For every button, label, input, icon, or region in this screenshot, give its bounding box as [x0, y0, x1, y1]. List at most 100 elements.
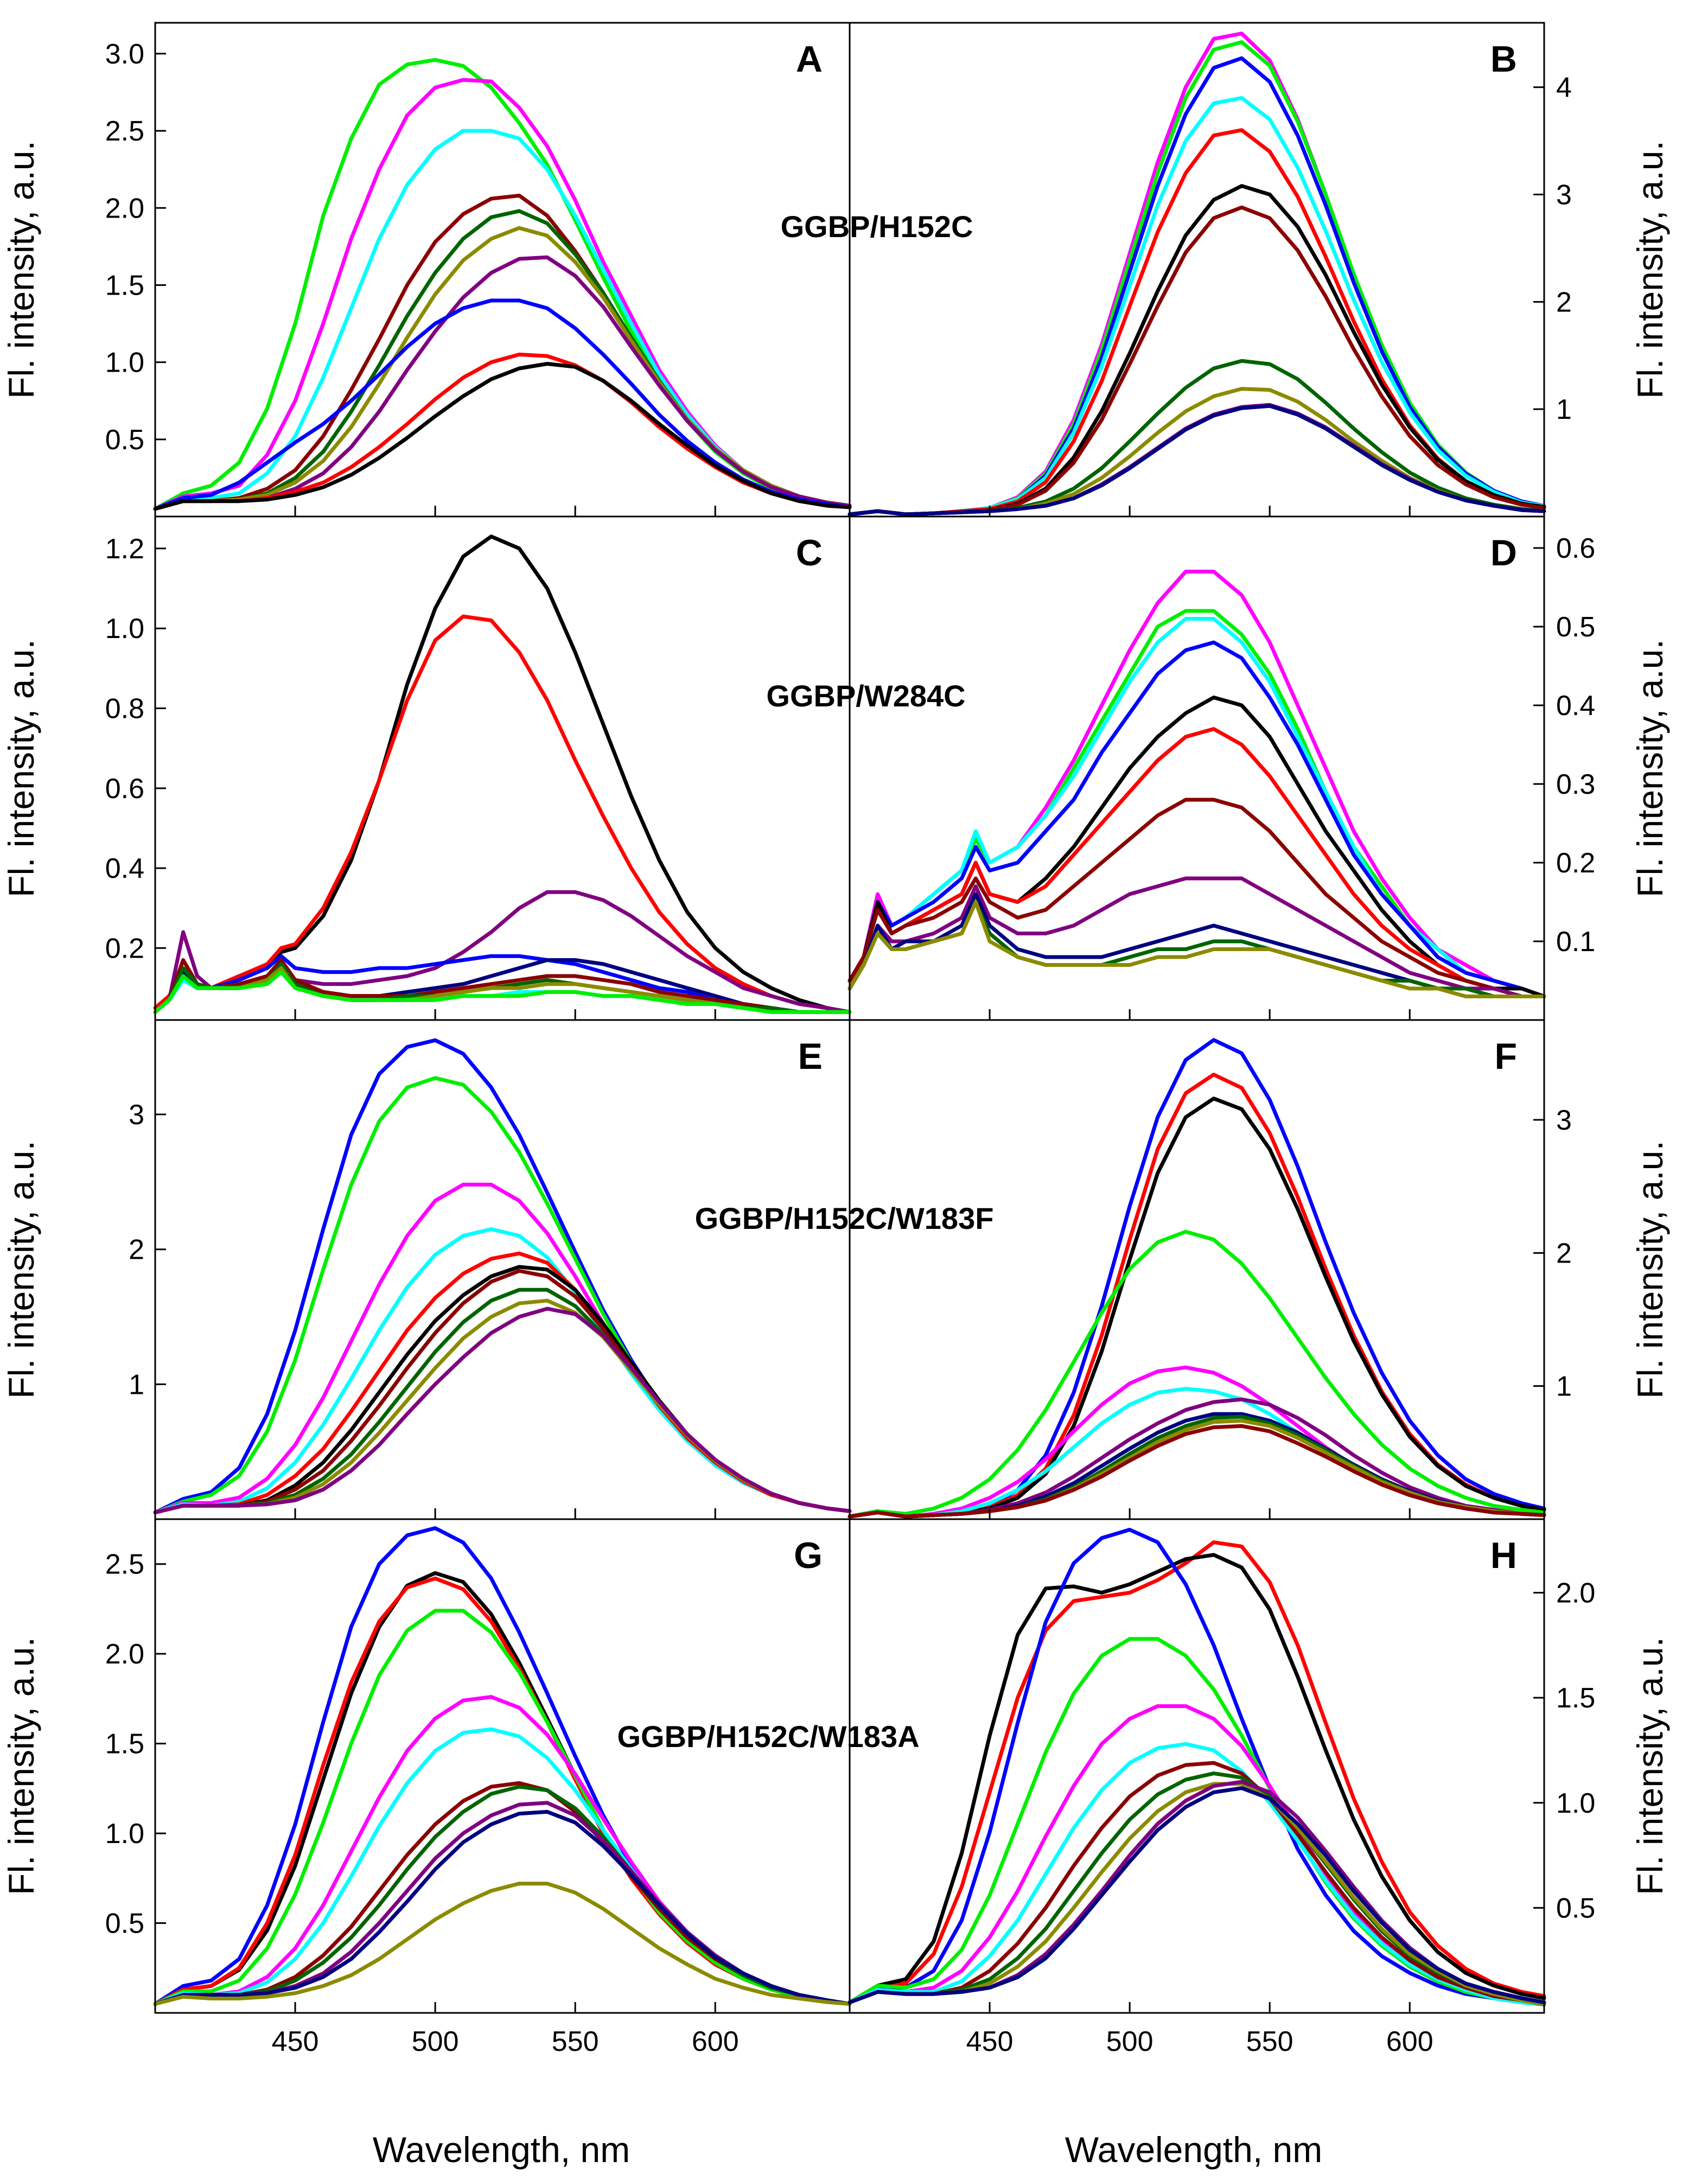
panel-h-xtick-label: 600 — [1386, 2026, 1433, 2057]
panel-a-ytick-label: 0.5 — [105, 424, 144, 456]
panel-d-spectrum-maroon — [847, 798, 1546, 998]
panel-g-spectrum-maroon — [153, 1781, 852, 2006]
panel-f-spectrum-black — [847, 1097, 1546, 1519]
panel-b-ytick-label: 3 — [1556, 180, 1572, 211]
panel-f: 1 2 3 Fl. intensity, a.u. F — [847, 1019, 1670, 1520]
panel-h-letter: H — [1490, 1535, 1517, 1576]
panel-h: 0.5 1.0 1.5 2.0 450 500 550 600 Fl. intensity, a… — [847, 1518, 1670, 2057]
panel-f-ytick-label: 3 — [1556, 1105, 1572, 1136]
panel-b-plot-area — [847, 31, 1546, 517]
panel-g-protein-label: GGBP/H152C/W183A — [617, 1719, 919, 1754]
panel-h-xtick-label: 450 — [966, 2026, 1014, 2057]
panel-a-frame — [154, 22, 851, 518]
panel-a-ytick-label: 2.5 — [105, 116, 144, 147]
panel-d-ytick-label: 0.2 — [1556, 847, 1595, 879]
panel-a-plot-area — [153, 58, 852, 511]
panel-h-spectrum-maroon — [847, 1761, 1546, 2006]
panel-h-spectrum-blue — [847, 1527, 1546, 2006]
panel-h-y-axis-title: Fl. intensity, a.u. — [1630, 1637, 1670, 1895]
panel-b: 1 2 3 4 Fl. intensity, a.u. B — [847, 22, 1670, 518]
panel-h-spectrum-red — [847, 1540, 1546, 2005]
panel-a-y-axis-title: Fl. intensity, a.u. — [1, 141, 41, 399]
panel-h-plot-area — [847, 1527, 1546, 2006]
panel-d-ytick-label: 0.5 — [1556, 611, 1595, 643]
panel-f-frame — [849, 1019, 1545, 1520]
x-axis-title-left: Wavelength, nm — [373, 2130, 630, 2170]
panel-f-spectrum-green — [847, 1229, 1546, 1519]
panel-d-plot-area — [847, 570, 1546, 998]
panel-g-spectrum-navy — [153, 1809, 852, 2006]
panel-e-spectrum-red — [153, 1251, 852, 1515]
panel-c-spectrum-green — [153, 970, 852, 1014]
panel-d: 0.1 0.2 0.3 0.4 0.5 0.6 Fl. intensity, a.u. D — [847, 515, 1670, 1021]
panel-a-spectrum-green — [153, 58, 852, 511]
panel-b-spectrum-magenta — [847, 31, 1546, 517]
panel-b-letter: B — [1490, 39, 1517, 80]
panel-a-spectrum-red — [153, 352, 852, 511]
panel-g-spectrum-olive — [153, 1882, 852, 2006]
panel-g-y-axis-title: Fl. intensity, a.u. — [1, 1637, 41, 1895]
panel-d-spectrum-olive — [847, 900, 1546, 998]
panel-d-ytick-label: 0.1 — [1556, 926, 1595, 958]
panel-d-y-axis-title: Fl. intensity, a.u. — [1630, 639, 1670, 897]
panel-g-ytick-label: 2.0 — [105, 1639, 144, 1670]
panel-f-plot-area — [847, 1038, 1546, 1519]
panel-e-y-axis-title: Fl. intensity, a.u. — [1, 1140, 41, 1399]
panel-f-ytick-label: 1 — [1556, 1371, 1572, 1403]
panel-c-spectrum-maroon — [153, 958, 852, 1014]
panel-f-y-axis-title: Fl. intensity, a.u. — [1630, 1140, 1670, 1399]
panel-c-ytick-label: 0.2 — [105, 933, 144, 964]
panel-h-ytick-label: 0.5 — [1556, 1892, 1595, 1924]
panel-b-spectrum-green — [847, 40, 1546, 517]
panel-d-spectrum-cyan — [847, 617, 1546, 998]
panel-g-plot-area — [153, 1526, 852, 2006]
panel-e: 1 2 3 Fl. intensity, a.u. E GGBP/H152C/W183F — [1, 1019, 994, 1520]
panel-e-ytick-label: 3 — [129, 1099, 144, 1131]
panel-e-protein-label: GGBP/H152C/W183F — [695, 1201, 994, 1235]
panel-e-letter: E — [798, 1036, 823, 1077]
panel-d-spectrum-purple — [847, 876, 1546, 998]
panel-h-spectrum-black — [847, 1553, 1546, 2005]
panel-b-y-axis-title: Fl. intensity, a.u. — [1630, 141, 1670, 399]
panel-g-xtick-label: 600 — [692, 2026, 739, 2057]
panel-c-letter: C — [796, 532, 823, 573]
panel-e-spectrum-purple — [153, 1306, 852, 1515]
panel-d-ytick-label: 0.6 — [1556, 533, 1595, 564]
panel-a-ytick-label: 1.0 — [105, 347, 144, 379]
panel-f-ytick-label: 2 — [1556, 1238, 1572, 1269]
panel-a-spectrum-purple — [153, 255, 852, 511]
panel-g-spectrum-cyan — [153, 1727, 852, 2006]
panel-a-ytick-label: 2.0 — [105, 193, 144, 224]
panel-g-xtick-label: 450 — [272, 2026, 319, 2057]
panel-c-y-axis-title: Fl. intensity, a.u. — [1, 639, 41, 897]
panel-d-spectrum-magenta — [847, 570, 1546, 998]
panel-h-xtick-label: 500 — [1106, 2026, 1153, 2057]
panel-g-letter: G — [794, 1535, 823, 1576]
panel-d-spectrum-blue — [847, 640, 1546, 998]
panel-b-spectrum-red — [847, 128, 1546, 517]
panel-d-spectrum-green — [847, 609, 1546, 998]
panel-c-spectrum-black — [153, 534, 852, 1014]
panel-g-ytick-label: 1.0 — [105, 1818, 144, 1850]
panel-f-spectrum-maroon — [847, 1424, 1546, 1519]
panel-h-ytick-label: 1.0 — [1556, 1788, 1595, 1819]
panel-a-ytick-label: 1.5 — [105, 270, 144, 301]
panel-h-ytick-label: 2.0 — [1556, 1578, 1595, 1609]
x-axis-title-right: Wavelength, nm — [1065, 2130, 1322, 2170]
panel-c: 0.2 0.4 0.6 0.8 1.0 1.2 Fl. intensity, a.u. C GG… — [1, 515, 966, 1021]
panel-a-spectrum-black — [153, 362, 852, 511]
panel-e-ytick-label: 1 — [129, 1369, 144, 1400]
panel-b-spectrum-maroon — [847, 205, 1546, 517]
panel-h-spectrum-cyan — [847, 1742, 1546, 2006]
panel-d-ytick-label: 0.4 — [1556, 690, 1595, 722]
panel-g-spectrum-green — [153, 1609, 852, 2006]
panel-h-spectrum-navy — [847, 1786, 1546, 2005]
panel-g-ytick-label: 2.5 — [105, 1549, 144, 1580]
panel-g-xtick-label: 550 — [552, 2026, 599, 2057]
panel-c-ytick-label: 0.8 — [105, 693, 144, 725]
panel-a: 0.5 1.0 1.5 2.0 2.5 3.0 Fl. intensity, a.u. A GG… — [1, 22, 973, 518]
panel-f-letter: F — [1494, 1036, 1517, 1077]
panels-layer: 0.51.01.52.02.53.0Fl. intensity, a.u.AGG… — [1, 22, 1670, 2057]
panel-b-ytick-label: 4 — [1556, 72, 1572, 104]
